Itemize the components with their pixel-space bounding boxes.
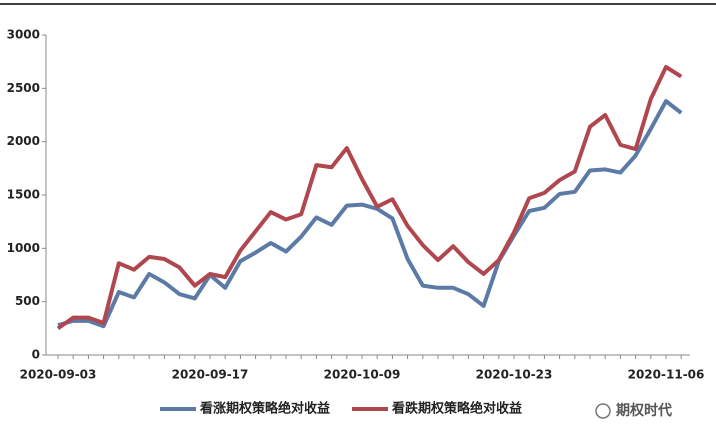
x-tick-label: 2020-09-03 <box>20 368 97 382</box>
series-line <box>56 65 683 330</box>
series-line <box>57 99 683 329</box>
watermark-text: 期权时代 <box>616 402 672 419</box>
x-tick-label: 2020-10-09 <box>324 368 401 382</box>
legend: 看涨期权策略绝对收益 看跌期权策略绝对收益 <box>160 401 522 417</box>
legend-label: 看跌期权策略绝对收益 <box>392 401 522 417</box>
y-tick-label: 500 <box>15 294 40 308</box>
y-tick-label: 0 <box>32 348 40 362</box>
x-tick-label: 2020-10-23 <box>476 368 553 382</box>
legend-label: 看涨期权策略绝对收益 <box>200 401 330 417</box>
watermark-icon <box>595 403 611 419</box>
y-tick-label: 3000 <box>7 28 40 42</box>
x-tick-label: 2020-11-06 <box>628 368 705 382</box>
y-tick-label: 1000 <box>7 241 40 255</box>
watermark: 期权时代 <box>595 402 672 419</box>
y-tick-label: 2500 <box>7 81 40 95</box>
x-tick-label: 2020-09-17 <box>172 368 249 382</box>
y-tick-label: 1500 <box>7 188 40 202</box>
y-tick-label: 2000 <box>7 134 40 148</box>
